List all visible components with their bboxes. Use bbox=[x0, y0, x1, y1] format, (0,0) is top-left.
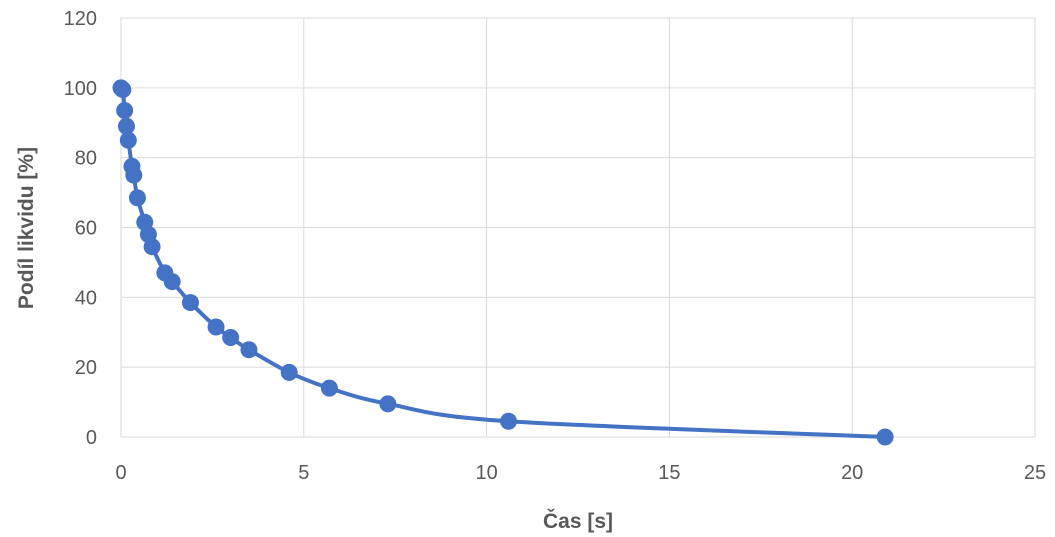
x-tick-label: 0 bbox=[115, 462, 126, 484]
x-tick-label: 20 bbox=[841, 462, 863, 484]
x-tick-label: 25 bbox=[1024, 462, 1046, 484]
data-point bbox=[280, 363, 298, 381]
x-axis-title: Čas [s] bbox=[543, 509, 613, 533]
data-point bbox=[500, 412, 518, 430]
data-point bbox=[320, 379, 338, 397]
series-line bbox=[119, 85, 888, 439]
y-tick-label: 20 bbox=[75, 357, 97, 379]
data-point bbox=[143, 238, 161, 256]
y-tick-label: 0 bbox=[86, 427, 97, 449]
data-point bbox=[222, 328, 240, 346]
y-axis-title: Podíl likvidu [%] bbox=[15, 147, 38, 309]
x-tick-label: 5 bbox=[298, 462, 309, 484]
data-point bbox=[117, 117, 135, 135]
tick-labels: 0 5 10 15 20 25 0 20 40 60 80 100 120 bbox=[64, 8, 1047, 484]
data-point bbox=[116, 102, 134, 120]
data-point bbox=[181, 294, 199, 312]
y-tick-label: 80 bbox=[75, 148, 97, 170]
gridlines bbox=[120, 17, 1036, 438]
data-point bbox=[207, 318, 225, 336]
y-tick-label: 60 bbox=[75, 218, 97, 240]
data-points bbox=[112, 79, 894, 446]
data-point bbox=[240, 341, 258, 359]
data-point bbox=[163, 273, 181, 291]
data-point bbox=[379, 395, 397, 413]
data-point bbox=[876, 428, 894, 446]
x-tick-label: 15 bbox=[658, 462, 680, 484]
data-point bbox=[125, 166, 143, 184]
y-tick-label: 100 bbox=[64, 78, 97, 100]
x-tick-label: 10 bbox=[475, 462, 497, 484]
data-point bbox=[119, 131, 137, 149]
data-point bbox=[128, 189, 146, 207]
data-point bbox=[114, 81, 132, 99]
y-tick-label: 40 bbox=[75, 287, 97, 309]
y-tick-label: 120 bbox=[64, 8, 97, 30]
